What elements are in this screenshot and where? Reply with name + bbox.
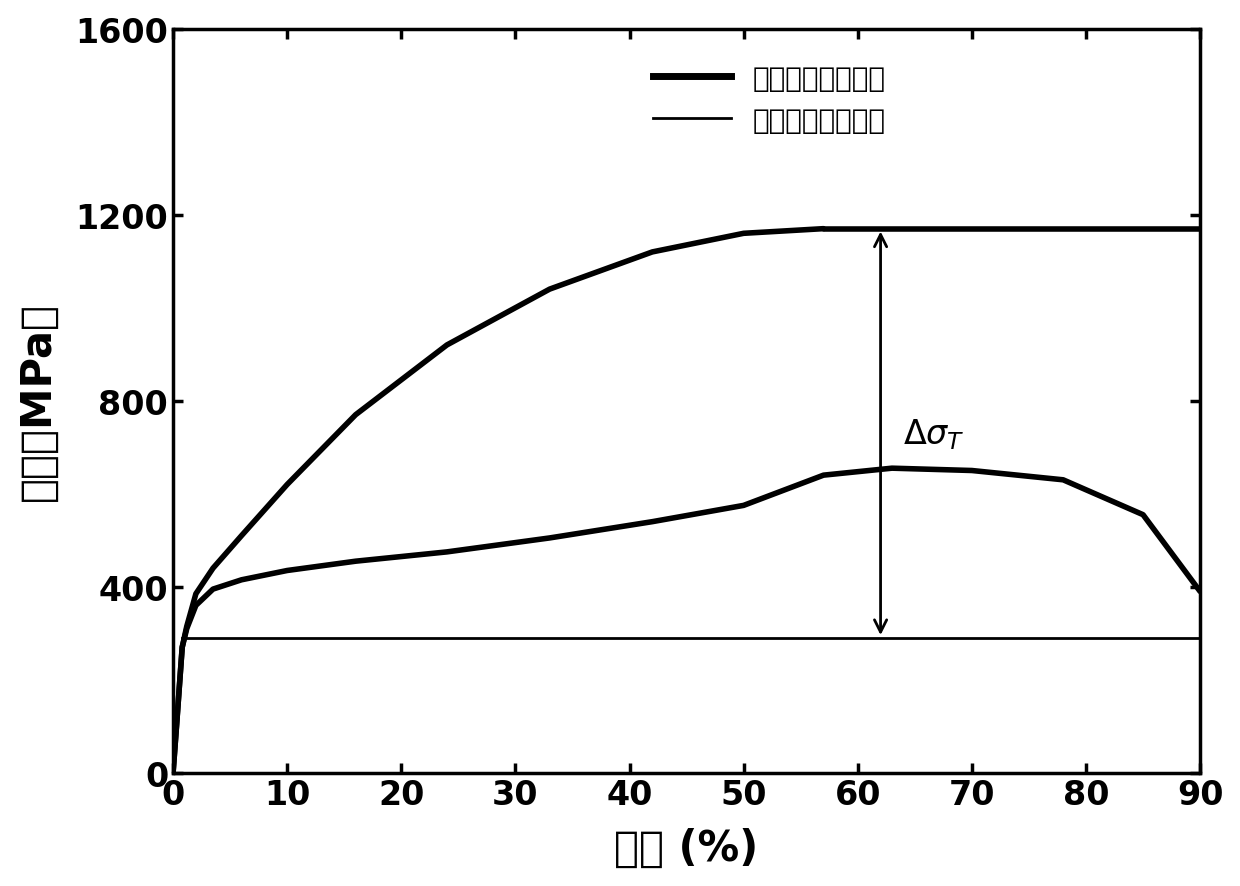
Y-axis label: 应力（MPa）: 应力（MPa）: [16, 302, 58, 501]
Legend: 工程应力应变曲线, 真实应力应变曲线: 工程应力应变曲线, 真实应力应变曲线: [639, 51, 900, 149]
Text: $\Delta\sigma_T$: $\Delta\sigma_T$: [904, 416, 965, 451]
X-axis label: 应变 (%): 应变 (%): [615, 828, 759, 869]
